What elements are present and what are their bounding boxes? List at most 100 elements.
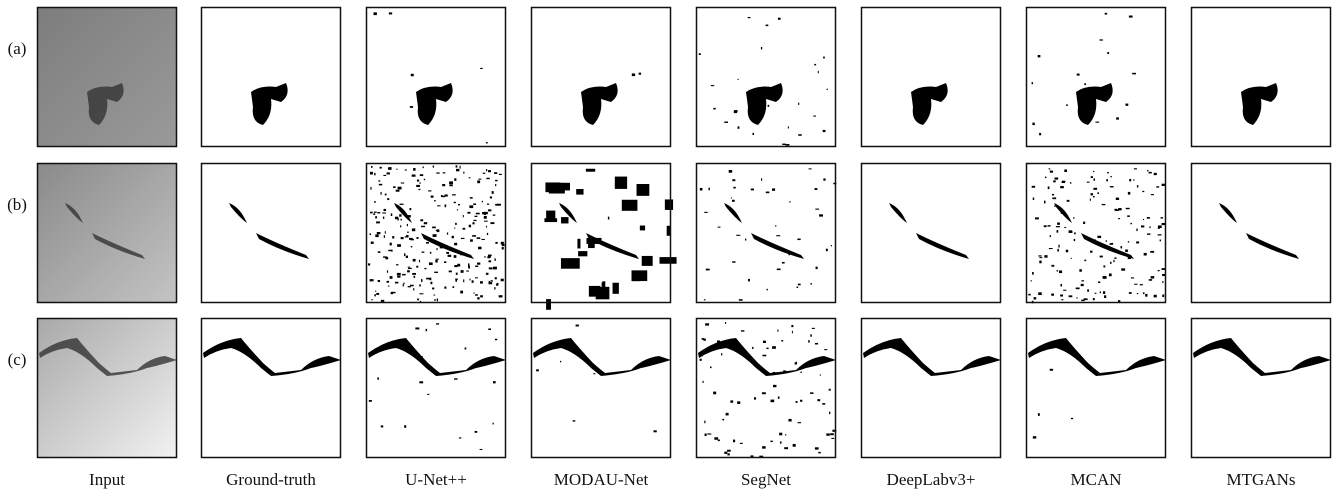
speckle [823, 130, 826, 132]
speckle [1058, 207, 1060, 209]
speckle [374, 212, 377, 213]
speckle [761, 178, 762, 181]
speckle [1061, 284, 1062, 287]
speckle [407, 232, 408, 234]
speckle [1113, 260, 1114, 262]
speckle [1151, 194, 1154, 195]
speckle [546, 211, 555, 220]
speckle [375, 291, 376, 292]
speckle [375, 234, 378, 237]
speckle [1060, 294, 1063, 296]
speckle [1103, 265, 1105, 267]
speckle [1048, 186, 1050, 189]
speckle [463, 215, 464, 217]
row-label: (c) [8, 350, 27, 369]
speckle [467, 212, 470, 214]
speckle [1062, 181, 1066, 182]
speckle [788, 126, 789, 128]
speckle [1050, 171, 1053, 173]
speckle [484, 221, 488, 222]
speckle [1038, 292, 1041, 295]
speckle [1035, 217, 1039, 219]
speckle [818, 71, 819, 73]
speckle [456, 165, 458, 167]
speckle [1131, 277, 1134, 278]
speckle [578, 251, 587, 256]
speckle [1134, 168, 1137, 169]
speckle [1104, 295, 1106, 298]
speckle [403, 284, 404, 287]
speckle [736, 235, 740, 236]
speckle [1106, 248, 1107, 249]
speckle [1128, 256, 1131, 259]
speckle [642, 256, 653, 266]
speckle [732, 261, 735, 262]
speckle [436, 323, 439, 324]
speckle [704, 212, 707, 213]
speckle [1149, 172, 1152, 174]
panel-bg [201, 7, 341, 147]
speckle [475, 294, 478, 295]
speckle [767, 289, 768, 290]
image-panel [201, 163, 341, 303]
speckle [452, 236, 454, 238]
speckle [392, 236, 394, 238]
speckle [477, 297, 479, 299]
speckle [1053, 180, 1056, 182]
speckle [1097, 236, 1101, 238]
speckle [383, 175, 386, 176]
speckle [454, 228, 455, 229]
speckle [469, 279, 470, 281]
speckle [390, 276, 393, 279]
speckle [1162, 294, 1164, 297]
speckle [1130, 223, 1132, 224]
speckle [461, 238, 465, 239]
speckle [784, 447, 788, 449]
speckle [713, 108, 715, 110]
speckle [419, 182, 420, 183]
speckle [421, 226, 425, 227]
speckle [1063, 290, 1066, 291]
speckle [1084, 260, 1086, 262]
speckle [822, 403, 825, 405]
speckle [385, 194, 387, 196]
speckle [455, 223, 457, 225]
speckle [817, 399, 820, 401]
column-label: Ground-truth [226, 470, 316, 489]
speckle [1136, 229, 1137, 232]
speckle [815, 209, 819, 210]
speckle [1118, 218, 1120, 219]
speckle [1103, 276, 1107, 279]
speckle [640, 226, 645, 231]
speckle [771, 400, 775, 403]
speckle [501, 279, 504, 282]
speckle [368, 263, 370, 265]
speckle [761, 47, 762, 49]
speckle [1144, 253, 1147, 256]
speckle [705, 323, 709, 325]
speckle [454, 378, 458, 379]
speckle [757, 365, 758, 367]
speckle [436, 172, 439, 173]
speckle [718, 440, 720, 442]
speckle [387, 198, 389, 200]
speckle [501, 242, 504, 245]
speckle [829, 389, 831, 391]
speckle [796, 362, 798, 364]
speckle [741, 330, 744, 331]
speckle [460, 253, 461, 256]
speckle [412, 273, 416, 275]
speckle [762, 392, 766, 394]
speckle [392, 292, 396, 293]
speckle [778, 396, 780, 398]
speckle [1149, 279, 1152, 281]
speckle [487, 233, 488, 235]
speckle [1095, 293, 1097, 294]
speckle [495, 180, 498, 181]
speckle [1050, 235, 1051, 237]
speckle [613, 283, 619, 294]
panel-bg [201, 318, 341, 458]
speckle [463, 172, 464, 174]
panel-bg [696, 7, 836, 147]
speckle [1057, 222, 1060, 224]
